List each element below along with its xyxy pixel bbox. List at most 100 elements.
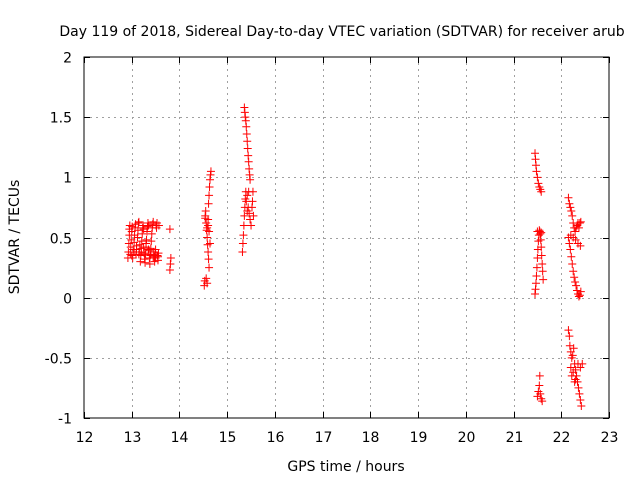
data-point: [203, 223, 212, 232]
point-layer: [123, 103, 587, 410]
data-point: [533, 227, 542, 236]
y-tick-label: -0.5: [45, 352, 72, 368]
data-point: [566, 203, 575, 212]
x-tick-label: 19: [410, 430, 428, 446]
data-point: [575, 219, 584, 228]
data-point: [531, 279, 540, 288]
y-tick-label: 0.5: [50, 232, 72, 248]
data-point: [575, 291, 584, 300]
data-point: [532, 263, 541, 272]
data-point: [567, 207, 576, 216]
data-point: [154, 221, 163, 230]
data-point: [574, 383, 583, 392]
data-point: [576, 287, 585, 296]
data-point: [576, 395, 585, 404]
data-point: [536, 389, 545, 398]
data-point: [578, 359, 587, 368]
x-tick-label: 23: [601, 430, 619, 446]
data-point: [246, 175, 255, 184]
data-point: [240, 211, 249, 220]
data-point: [141, 258, 150, 267]
data-point: [201, 214, 210, 223]
data-point: [133, 226, 142, 235]
data-point: [564, 326, 573, 335]
data-point: [205, 263, 214, 272]
data-point: [572, 281, 581, 290]
data-point: [205, 227, 214, 236]
x-tick-label: 20: [458, 430, 476, 446]
data-point: [570, 377, 579, 386]
data-point: [538, 259, 547, 268]
data-point: [203, 279, 212, 288]
y-axis-label: SDTVAR / TECUs: [7, 180, 23, 295]
x-tick-label: 14: [171, 430, 189, 446]
data-point: [243, 191, 252, 200]
data-point: [571, 278, 580, 287]
data-point: [142, 239, 151, 248]
data-point: [166, 253, 175, 262]
data-point: [132, 245, 141, 254]
data-point: [243, 207, 252, 216]
grid-layer: [84, 57, 609, 418]
data-point: [539, 275, 548, 284]
x-tick-label: 13: [124, 430, 142, 446]
data-point: [150, 257, 159, 266]
data-point: [204, 247, 213, 256]
y-tick-label: 0: [63, 292, 72, 308]
data-point: [564, 193, 573, 202]
data-point: [532, 272, 541, 281]
data-point: [568, 259, 577, 268]
x-tick-label: 18: [362, 430, 380, 446]
data-point: [568, 351, 577, 360]
data-point: [238, 239, 247, 248]
data-point: [244, 187, 253, 196]
y-tick-label: -1: [58, 412, 72, 428]
data-point: [134, 217, 143, 226]
data-point: [565, 239, 574, 248]
data-point: [205, 191, 214, 200]
data-point: [538, 267, 547, 276]
data-point: [538, 397, 547, 406]
data-point: [243, 144, 252, 153]
data-point: [206, 167, 215, 176]
x-axis-label: GPS time / hours: [287, 459, 404, 475]
data-point: [239, 221, 248, 230]
chart-title: Day 119 of 2018, Sidereal Day-to-day VTE…: [59, 24, 624, 40]
y-tick-label: 1: [63, 171, 72, 187]
data-point: [535, 381, 544, 390]
plot-border: [83, 56, 610, 419]
data-point: [243, 137, 252, 146]
data-point: [206, 239, 214, 248]
x-tick-label: 22: [553, 430, 571, 446]
data-point: [533, 173, 542, 182]
data-point: [566, 363, 575, 372]
data-point: [242, 122, 251, 131]
data-point: [535, 371, 544, 380]
data-point: [565, 199, 574, 208]
data-point: [537, 251, 546, 260]
data-point: [575, 389, 584, 398]
data-point: [242, 130, 251, 139]
data-point: [537, 228, 546, 237]
x-tick-label: 16: [267, 430, 285, 446]
data-point: [566, 245, 575, 254]
x-tick-label: 12: [76, 430, 94, 446]
data-point: [567, 371, 576, 380]
data-point: [247, 221, 256, 230]
data-point: [203, 233, 212, 242]
data-point: [537, 243, 546, 252]
data-point: [576, 363, 585, 372]
data-point: [239, 231, 248, 240]
data-point: [244, 157, 253, 166]
data-point: [534, 179, 543, 188]
tick-layer: 12 13 14 15 16 17 18 19 20 21 22 23 -1 -0.5 0 0.5 1 1.5 2: [45, 51, 619, 447]
data-point: [576, 241, 585, 250]
data-point: [567, 252, 576, 261]
data-point: [137, 237, 146, 246]
data-point: [147, 237, 156, 246]
data-point: [165, 225, 174, 234]
data-point: [565, 332, 574, 341]
x-tick-label: 15: [219, 430, 237, 446]
x-tick-label: 21: [506, 430, 524, 446]
